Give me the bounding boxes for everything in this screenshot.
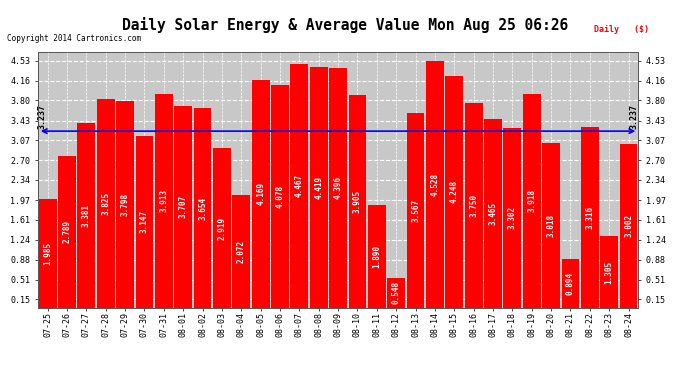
Text: 3.825: 3.825 [101,192,110,215]
Text: 3.707: 3.707 [179,195,188,218]
Text: 3.465: 3.465 [489,201,497,225]
Text: 3.237: 3.237 [630,105,639,129]
Bar [581,127,599,308]
Bar [213,148,231,308]
Bar [329,68,347,308]
Bar [77,123,95,308]
Text: 3.302: 3.302 [508,206,517,229]
Bar [194,108,211,307]
Text: 4.078: 4.078 [275,185,284,208]
Bar [252,80,270,308]
Text: 3.750: 3.750 [469,194,478,217]
Text: 2.919: 2.919 [217,216,226,240]
Bar [290,64,308,308]
Bar [562,259,580,308]
Bar [368,204,386,308]
Text: 3.002: 3.002 [624,214,633,237]
Bar [600,236,618,308]
Bar [116,100,134,308]
Text: 3.237: 3.237 [37,105,46,129]
Bar [387,278,405,308]
Text: 4.467: 4.467 [295,174,304,197]
Text: 3.905: 3.905 [353,189,362,213]
Text: 3.798: 3.798 [121,192,130,216]
Bar [426,61,444,308]
Text: 4.419: 4.419 [314,176,323,199]
Bar [504,128,521,308]
Text: 3.567: 3.567 [411,199,420,222]
Text: 4.169: 4.169 [256,182,265,206]
Bar [233,195,250,308]
Text: 3.018: 3.018 [546,214,555,237]
Bar [523,94,541,308]
Bar [542,143,560,308]
Bar [97,99,115,308]
Text: 4.396: 4.396 [333,176,343,199]
Text: 0.548: 0.548 [392,281,401,304]
Text: 4.248: 4.248 [450,180,459,203]
Text: Average  ($): Average ($) [486,25,546,34]
Bar [484,119,502,308]
Bar [58,156,76,308]
Text: 1.890: 1.890 [373,244,382,268]
Bar [310,67,328,308]
Bar [271,85,289,308]
Text: 4.528: 4.528 [431,172,440,196]
Bar [465,103,482,308]
Text: 3.381: 3.381 [82,204,91,227]
Bar [155,94,172,308]
Bar [620,144,638,308]
Text: 1.305: 1.305 [604,260,613,284]
Text: 2.072: 2.072 [237,240,246,262]
Text: 0.894: 0.894 [566,272,575,295]
Text: Daily Solar Energy & Average Value Mon Aug 25 06:26: Daily Solar Energy & Average Value Mon A… [122,17,568,33]
Bar [348,95,366,308]
Text: 3.913: 3.913 [159,189,168,213]
Text: 3.918: 3.918 [527,189,536,212]
Text: 3.316: 3.316 [585,206,594,229]
Bar [406,113,424,308]
Bar [445,76,463,308]
Text: 3.147: 3.147 [140,210,149,233]
Text: 1.985: 1.985 [43,242,52,265]
Bar [175,105,192,308]
Bar [135,136,153,308]
Text: Copyright 2014 Cartronics.com: Copyright 2014 Cartronics.com [7,34,141,43]
Text: 3.654: 3.654 [198,196,207,219]
Text: Daily   ($): Daily ($) [594,25,649,34]
Bar [39,200,57,308]
Text: 2.789: 2.789 [63,220,72,243]
